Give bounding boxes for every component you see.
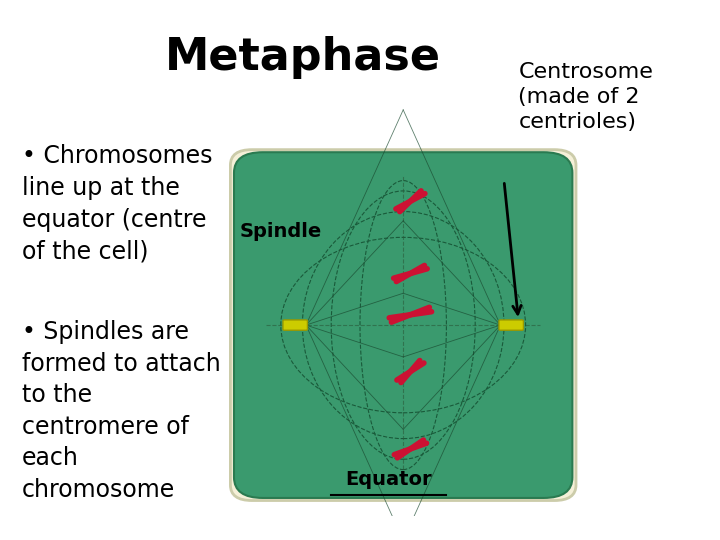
Text: Centrosome
(made of 2
centrioles): Centrosome (made of 2 centrioles) bbox=[518, 62, 653, 132]
Text: • Spindles are
formed to attach
to the
centromere of
each
chromosome: • Spindles are formed to attach to the c… bbox=[22, 320, 220, 502]
FancyBboxPatch shape bbox=[234, 152, 572, 498]
FancyBboxPatch shape bbox=[230, 150, 576, 501]
Text: Equator: Equator bbox=[346, 470, 432, 489]
FancyBboxPatch shape bbox=[499, 320, 523, 330]
Text: • Chromosomes
line up at the
equator (centre
of the cell): • Chromosomes line up at the equator (ce… bbox=[22, 145, 212, 264]
Text: Spindle: Spindle bbox=[240, 222, 322, 241]
Text: Metaphase: Metaphase bbox=[164, 36, 441, 79]
FancyBboxPatch shape bbox=[283, 320, 307, 330]
